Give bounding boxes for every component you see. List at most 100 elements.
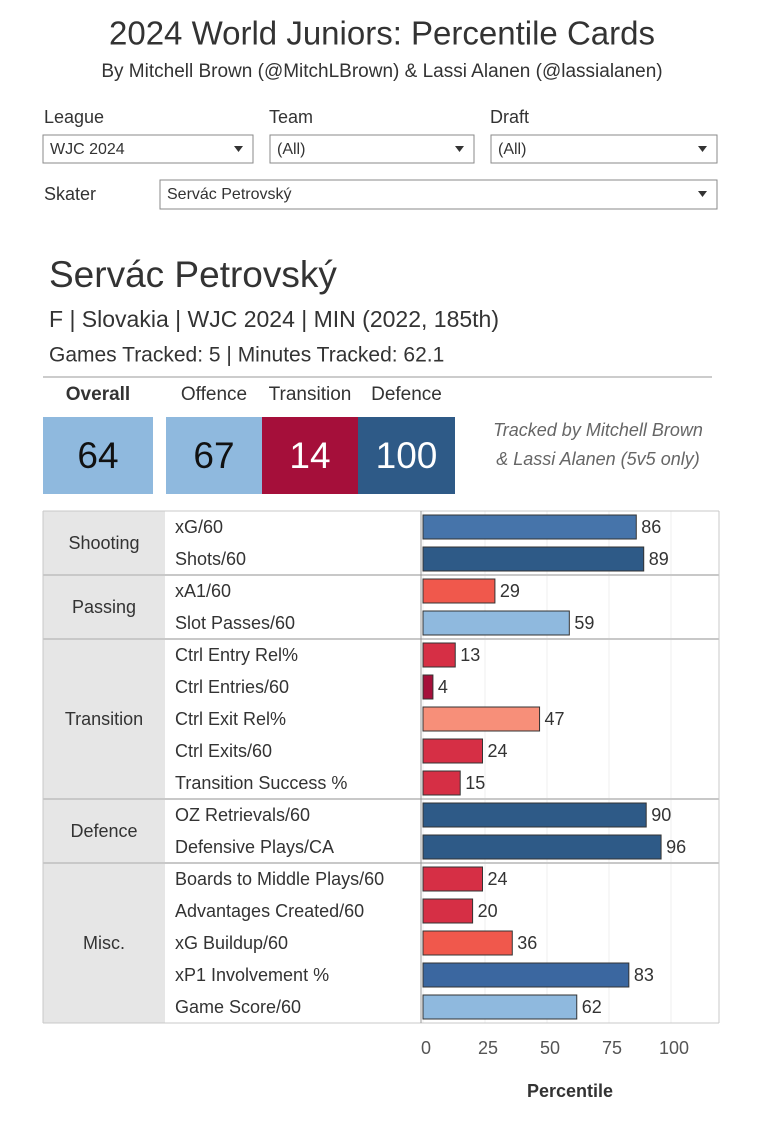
category-label: Ctrl Exits/60 <box>175 741 272 761</box>
bar <box>422 994 578 1020</box>
bar <box>422 770 461 796</box>
filter-label: Skater <box>44 184 96 204</box>
section-label: Misc. <box>83 933 125 953</box>
bar-value-label: 96 <box>666 837 686 857</box>
title: 2024 World Juniors: Percentile Cards <box>109 15 655 52</box>
category-label: xG Buildup/60 <box>175 933 288 953</box>
category-label: Ctrl Exit Rel% <box>175 709 286 729</box>
bar <box>422 930 513 956</box>
section-label: Passing <box>72 597 136 617</box>
category-label: Defensive Plays/CA <box>175 837 334 857</box>
bar <box>422 610 570 636</box>
category-label: xA1/60 <box>175 581 231 601</box>
score-value: 100 <box>376 435 438 476</box>
bar-value-label: 36 <box>517 933 537 953</box>
category-label: Boards to Middle Plays/60 <box>175 869 384 889</box>
dropdown-value: (All) <box>277 141 305 158</box>
filter-label: Draft <box>490 107 529 127</box>
dropdown-value: Servác Petrovský <box>167 186 291 203</box>
filter-label: Team <box>269 107 313 127</box>
bar-value-label: 59 <box>574 613 594 633</box>
category-label: OZ Retrievals/60 <box>175 805 310 825</box>
x-tick-label: 25 <box>478 1038 498 1058</box>
category-label: Ctrl Entries/60 <box>175 677 289 697</box>
bar <box>422 674 434 700</box>
category-label: xG/60 <box>175 517 223 537</box>
filter-label: League <box>44 107 104 127</box>
x-tick-label: 0 <box>421 1038 431 1058</box>
player-name: Servác Petrovský <box>49 254 337 295</box>
category-label: Slot Passes/60 <box>175 613 295 633</box>
dropdown[interactable]: Servác Petrovský <box>159 179 718 210</box>
x-axis-title: Percentile <box>527 1081 613 1101</box>
bar <box>422 578 496 604</box>
section-label: Defence <box>70 821 137 841</box>
dropdown[interactable]: (All) <box>490 134 718 164</box>
dropdown-value: (All) <box>498 141 526 158</box>
bar <box>422 802 647 828</box>
score-value: 14 <box>289 435 330 476</box>
category-label: Advantages Created/60 <box>175 901 364 921</box>
note: Tracked by Mitchell Brown <box>493 420 703 440</box>
bar <box>422 642 456 668</box>
bar <box>422 834 662 860</box>
score-label: Overall <box>66 384 130 405</box>
dropdown-arrow <box>698 191 707 197</box>
category-label: xP1 Involvement % <box>175 965 329 985</box>
bar-value-label: 15 <box>465 773 485 793</box>
note: & Lassi Alanen (5v5 only) <box>496 449 699 469</box>
section-cell <box>43 575 165 639</box>
score-card <box>358 417 455 494</box>
subtitle: By Mitchell Brown (@MitchLBrown) & Lassi… <box>101 61 662 82</box>
x-tick-label: 100 <box>659 1038 689 1058</box>
bar-value-label: 86 <box>641 517 661 537</box>
section-label: Shooting <box>68 533 139 553</box>
bar <box>422 898 474 924</box>
bar-value-label: 83 <box>634 965 654 985</box>
score-card <box>166 417 262 494</box>
bar <box>422 546 645 572</box>
bar <box>422 866 484 892</box>
section-cell <box>43 639 165 799</box>
bar-value-label: 4 <box>438 677 448 697</box>
category-label: Transition Success % <box>175 773 347 793</box>
bar <box>422 962 630 988</box>
section-cell <box>43 511 165 575</box>
bar <box>422 514 637 540</box>
section-cell <box>43 799 165 863</box>
score-label: Defence <box>371 384 442 405</box>
dropdown-arrow <box>234 146 243 152</box>
bar <box>422 738 484 764</box>
bar-value-label: 24 <box>488 869 508 889</box>
bar-value-label: 62 <box>582 997 602 1017</box>
player-info: F | Slovakia | WJC 2024 | MIN (2022, 185… <box>49 306 499 332</box>
section-cell <box>43 863 165 1023</box>
score-label: Offence <box>181 384 247 405</box>
section-label: Transition <box>65 709 143 729</box>
score-card <box>262 417 358 494</box>
x-tick-label: 50 <box>540 1038 560 1058</box>
score-value: 64 <box>77 435 118 476</box>
score-label: Transition <box>269 384 352 405</box>
category-label: Shots/60 <box>175 549 246 569</box>
bar-value-label: 89 <box>649 549 669 569</box>
bar-value-label: 29 <box>500 581 520 601</box>
bar-value-label: 13 <box>460 645 480 665</box>
bar-value-label: 47 <box>545 709 565 729</box>
dropdown[interactable]: (All) <box>269 134 475 164</box>
bar-value-label: 90 <box>651 805 671 825</box>
dropdown-arrow <box>698 146 707 152</box>
dropdown[interactable]: WJC 2024 <box>42 134 254 164</box>
bar <box>422 706 541 732</box>
bar-value-label: 24 <box>488 741 508 761</box>
score-card <box>43 417 153 494</box>
bar-value-label: 20 <box>478 901 498 921</box>
x-tick-label: 75 <box>602 1038 622 1058</box>
category-label: Game Score/60 <box>175 997 301 1017</box>
dropdown-value: WJC 2024 <box>50 141 125 158</box>
player-tracked: Games Tracked: 5 | Minutes Tracked: 62.1 <box>49 344 444 367</box>
score-value: 67 <box>193 435 234 476</box>
dropdown-arrow <box>455 146 464 152</box>
